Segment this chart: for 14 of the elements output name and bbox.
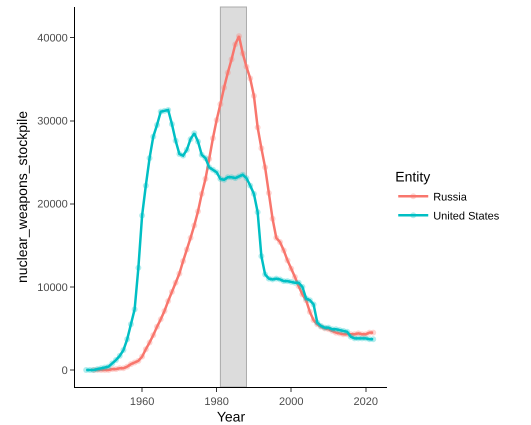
legend-label: Russia [433,191,468,204]
x-tick-label: 1960 [130,396,154,408]
legend-label: United States [433,210,500,222]
x-axis-title: Year [216,408,246,424]
x-tick-label: 1980 [204,396,229,408]
legend-title: Entity [395,168,430,185]
y-tick-label: 10000 [37,282,68,294]
x-tick-label: 2020 [354,396,378,408]
y-tick-label: 30000 [37,116,68,128]
y-tick-label: 40000 [37,32,68,45]
y-tick-label: 20000 [37,198,68,211]
y-tick-label: 0 [62,364,68,377]
x-tick-label: 2000 [278,396,304,408]
y-axis-title: nuclear_weapons_stockpile [14,110,30,283]
